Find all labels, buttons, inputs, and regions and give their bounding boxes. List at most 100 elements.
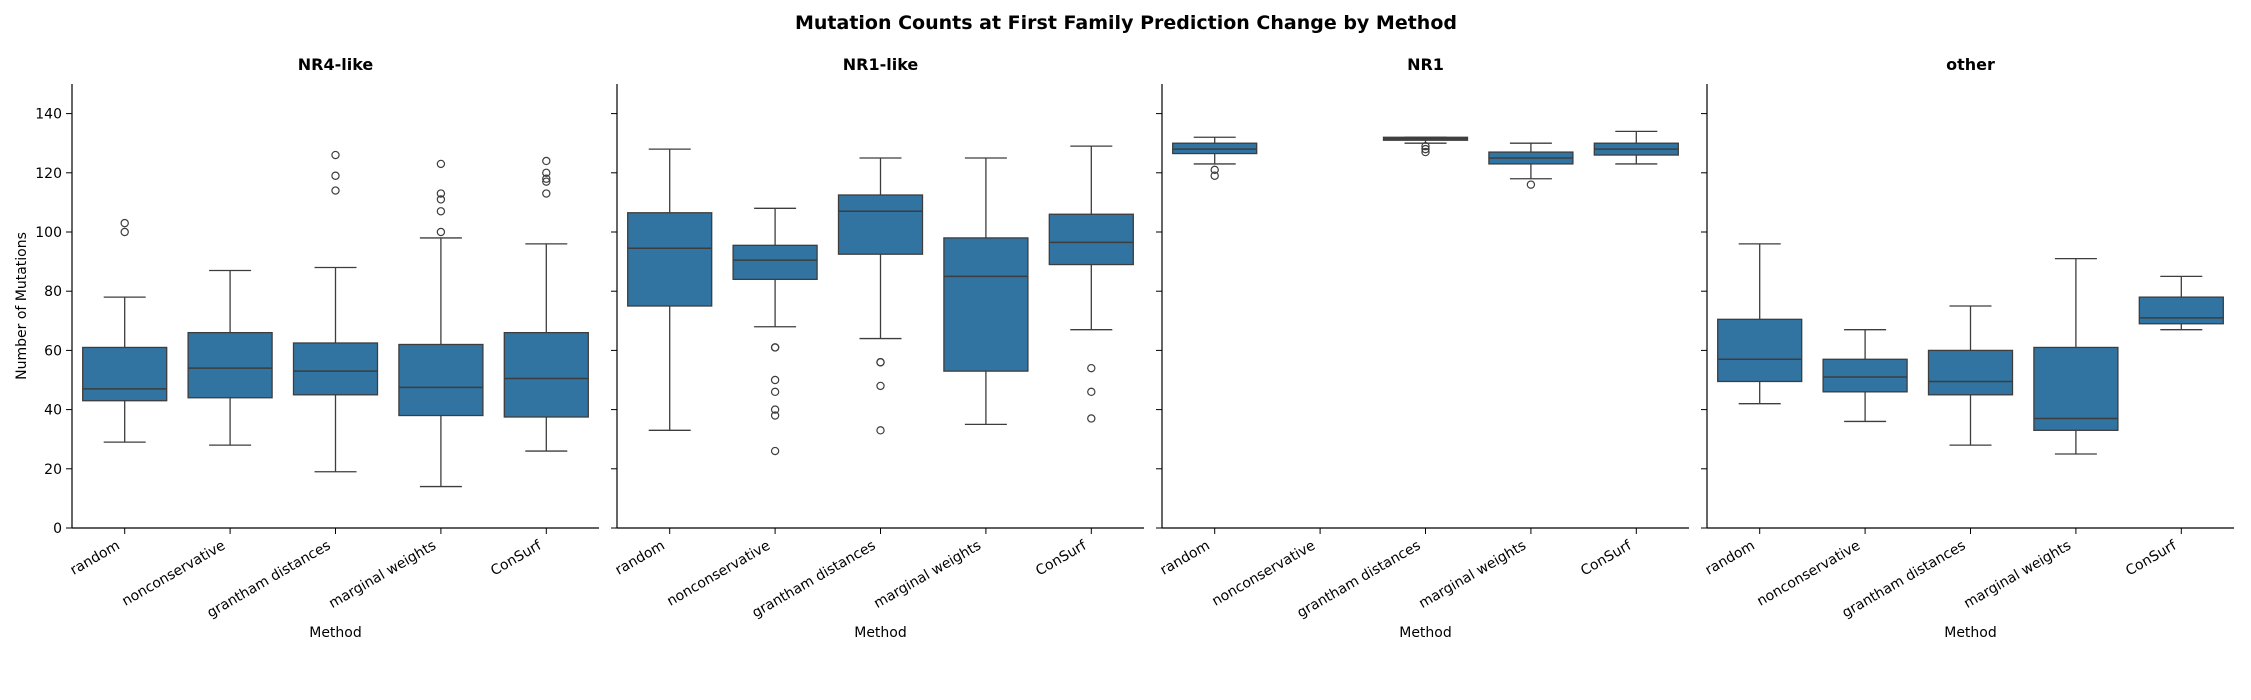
x-axis-label: Method <box>1399 625 1452 641</box>
y-tick-label: 60 <box>44 343 62 359</box>
panels: NR4-like020406080100120140randomnonconse… <box>14 55 2234 641</box>
x-tick-label: marginal weights <box>326 538 439 612</box>
outlier-point <box>876 381 885 391</box>
y-tick-label: 40 <box>44 403 62 419</box>
x-tick-label: random <box>68 538 123 579</box>
outlier-point <box>1087 414 1096 423</box>
box-random <box>1172 136 1258 180</box>
iqr-box <box>82 346 168 402</box>
outlier-point <box>436 207 446 216</box>
box-ConSurf <box>1048 145 1134 423</box>
outlier-point <box>331 186 340 195</box>
outlier-point <box>770 405 780 414</box>
iqr-box <box>1822 358 1908 393</box>
x-tick-label: ConSurf <box>2123 537 2180 579</box>
iqr-box <box>503 331 589 418</box>
box-ConSurf <box>1593 130 1679 165</box>
outlier-point <box>542 168 551 177</box>
iqr-box <box>1927 349 2014 396</box>
x-tick-label: ConSurf <box>1033 537 1090 579</box>
iqr-box <box>398 343 484 417</box>
x-tick-label: marginal weights <box>871 538 984 612</box>
x-tick-label: nonconservative <box>664 538 773 610</box>
x-tick-label: ConSurf <box>488 537 545 579</box>
box-nonconservative <box>732 207 818 456</box>
outlier-point <box>542 156 551 166</box>
x-axis-label: Method <box>309 625 362 641</box>
outlier-point <box>542 177 551 186</box>
y-axis-label: Number of Mutations <box>14 232 30 380</box>
x-tick-label: nonconservative <box>1754 538 1863 610</box>
outlier-point <box>120 218 129 228</box>
iqr-box <box>732 244 818 281</box>
y-tick-label: 0 <box>53 521 62 537</box>
outlier-point <box>876 426 885 435</box>
outlier-point <box>331 171 340 180</box>
y-tick-label: 140 <box>35 107 62 123</box>
outlier-point <box>1421 147 1430 157</box>
outlier-point <box>1421 144 1430 154</box>
outlier-point <box>770 343 780 352</box>
box-grantham-distances <box>1927 305 2014 446</box>
box-grantham-distances <box>837 157 924 435</box>
x-tick-label: ConSurf <box>1578 537 1635 579</box>
panel-title: NR4-like <box>298 55 374 74</box>
panel-title: NR1 <box>1407 55 1444 74</box>
outlier-point <box>542 189 551 198</box>
box-nonconservative <box>187 269 273 446</box>
box-random <box>1717 243 1803 405</box>
outlier-point <box>436 227 446 237</box>
iqr-box <box>1048 213 1134 266</box>
box-ConSurf <box>2138 275 2224 331</box>
panel-title: other <box>1946 55 1995 74</box>
outlier-point <box>436 195 446 204</box>
box-random <box>627 148 713 431</box>
outlier-point <box>436 189 446 198</box>
box-marginal-weights <box>398 159 484 488</box>
panel-nr4-like: NR4-like 0 20 40 60 80 100 120 140 randomnonconse… <box>35 55 599 641</box>
box-marginal-weights <box>1488 142 1574 189</box>
outlier-point <box>120 227 129 237</box>
x-axis-label: Method <box>854 625 907 641</box>
box-random <box>82 218 168 443</box>
iqr-box <box>943 237 1029 372</box>
iqr-box <box>2138 296 2224 325</box>
iqr-box <box>292 342 379 396</box>
outlier-point <box>1087 387 1096 397</box>
outlier-point <box>770 411 780 420</box>
outlier-point <box>876 358 885 367</box>
x-tick-label: marginal weights <box>1961 538 2074 612</box>
y-tick-label: 20 <box>44 462 62 478</box>
box-grantham-distances <box>1382 136 1469 157</box>
outlier-point <box>542 174 551 183</box>
x-tick-label: nonconservative <box>119 538 228 610</box>
outlier-point <box>1421 141 1430 151</box>
y-tick-label: 120 <box>35 166 62 182</box>
outlier-point <box>1526 180 1536 189</box>
iqr-box <box>1717 318 1803 383</box>
y-tick-label: 100 <box>35 225 62 241</box>
figure-title: Mutation Counts at First Family Predicti… <box>795 12 1457 34</box>
panel-title: NR1-like <box>843 55 919 74</box>
outlier-point <box>770 446 780 456</box>
box-nonconservative <box>1822 329 1908 423</box>
outlier-point <box>770 387 780 397</box>
x-axis-label: Method <box>1944 625 1997 641</box>
box-ConSurf <box>503 156 589 452</box>
x-tick-label: marginal weights <box>1416 538 1529 612</box>
outlier-point <box>1210 165 1219 175</box>
x-tick-label: nonconservative <box>1209 538 1318 610</box>
outlier-point <box>1210 171 1219 180</box>
outlier-point <box>331 150 340 160</box>
iqr-box <box>2033 346 2119 431</box>
y-tick-label: 80 <box>44 284 62 300</box>
x-tick-label: random <box>1158 538 1213 579</box>
outlier-point <box>436 159 446 169</box>
outlier-point <box>1087 363 1096 373</box>
box-marginal-weights <box>2033 257 2119 455</box>
iqr-box <box>627 212 713 307</box>
